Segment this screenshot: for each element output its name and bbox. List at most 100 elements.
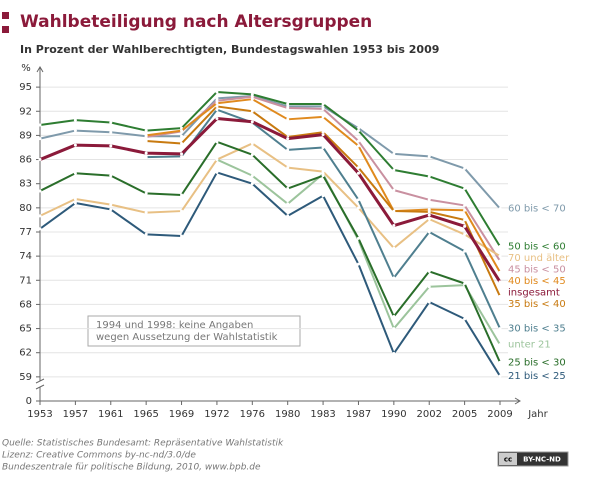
data-point — [463, 249, 467, 253]
data-point — [215, 101, 219, 105]
data-point — [498, 280, 502, 284]
data-point — [250, 153, 254, 157]
data-point — [180, 234, 184, 238]
legend-label: 40 bis < 45 — [508, 276, 566, 287]
x-tick-label: 1957 — [63, 409, 88, 420]
data-point — [109, 203, 113, 207]
data-point — [427, 154, 431, 158]
data-point — [144, 191, 148, 195]
data-point — [250, 120, 254, 124]
x-tick-label: 1972 — [204, 409, 229, 420]
data-point — [250, 95, 254, 99]
data-point — [321, 102, 325, 106]
data-point — [356, 198, 360, 202]
data-point — [498, 254, 502, 258]
legend-label: 30 bis < 35 — [508, 324, 566, 335]
annotation-box — [87, 315, 301, 347]
data-point — [321, 115, 325, 119]
x-axis-label: Jahr — [527, 409, 548, 420]
data-point — [38, 214, 42, 218]
data-point — [38, 123, 42, 127]
data-point — [109, 174, 113, 178]
data-point — [109, 121, 113, 125]
footer: Quelle: Statistisches Bundesamt: Repräse… — [2, 439, 284, 449]
data-point — [215, 140, 219, 144]
data-point — [286, 187, 290, 191]
data-point — [250, 174, 254, 178]
y-tick-label: 95 — [19, 82, 32, 93]
data-point — [286, 102, 290, 106]
data-point — [73, 118, 77, 122]
data-point — [250, 109, 254, 113]
license-badge-text: cc — [504, 456, 512, 464]
legend-label: 60 bis < 70 — [508, 204, 566, 215]
data-point — [356, 144, 360, 148]
data-point — [144, 155, 148, 159]
data-point — [392, 152, 396, 156]
data-point — [109, 144, 113, 148]
series-line — [39, 142, 501, 257]
data-point — [321, 194, 325, 198]
x-tick-label: 2009 — [487, 409, 512, 420]
data-point — [498, 327, 502, 331]
x-tick-label: 1987 — [346, 409, 371, 420]
annotation: 1994 und 1998: keine Angaben — [96, 320, 253, 331]
data-point — [463, 208, 467, 212]
data-point — [180, 193, 184, 197]
data-point — [286, 137, 290, 141]
data-point — [73, 201, 77, 205]
x-tick-label: 1976 — [240, 409, 265, 420]
y-tick-label: 71 — [19, 275, 32, 286]
data-point — [463, 224, 467, 228]
data-point — [215, 104, 219, 108]
data-point — [427, 210, 431, 214]
data-point — [250, 141, 254, 145]
data-point — [356, 236, 360, 240]
series-line — [39, 171, 501, 377]
data-point — [498, 259, 502, 263]
chart-title: Wahlbeteiligung nach Altersgruppen — [20, 12, 372, 32]
x-tick-label: 1969 — [169, 409, 194, 420]
data-point — [498, 343, 502, 347]
data-point — [109, 130, 113, 134]
data-point — [427, 207, 431, 211]
data-point — [144, 139, 148, 143]
data-point — [215, 96, 219, 100]
legend-label: insgesamt — [508, 287, 560, 298]
x-tick-label: 2002 — [417, 409, 442, 420]
data-point — [286, 106, 290, 110]
data-point — [144, 129, 148, 133]
footer: Lizenz: Creative Commons by-nc-nd/3.0/de — [2, 451, 196, 461]
data-point — [498, 360, 502, 364]
data-point — [180, 134, 184, 138]
title-marker — [2, 26, 9, 33]
x-tick-label: 1961 — [98, 409, 123, 420]
data-point — [73, 143, 77, 147]
data-point — [356, 206, 360, 210]
data-point — [392, 209, 396, 213]
y-tick-label: 68 — [19, 299, 32, 310]
data-point — [286, 148, 290, 152]
data-point — [144, 133, 148, 137]
data-point — [144, 211, 148, 215]
data-point — [215, 108, 219, 112]
data-point — [215, 117, 219, 121]
data-point — [356, 171, 360, 175]
data-point — [286, 117, 290, 121]
y-tick-label: 89 — [19, 130, 32, 141]
legend-label: 50 bis < 60 — [508, 241, 566, 252]
y-tick-label: 86 — [19, 155, 32, 166]
data-point — [498, 244, 502, 248]
data-point — [392, 188, 396, 192]
series-line — [39, 90, 501, 247]
data-point — [392, 246, 396, 250]
axis-break — [35, 384, 45, 390]
legend-label: unter 21 — [508, 340, 551, 351]
data-point — [321, 130, 325, 134]
data-point — [392, 276, 396, 280]
y-tick-label: 62 — [19, 348, 32, 359]
data-point — [144, 151, 148, 155]
data-point — [321, 170, 325, 174]
data-point — [73, 129, 77, 133]
